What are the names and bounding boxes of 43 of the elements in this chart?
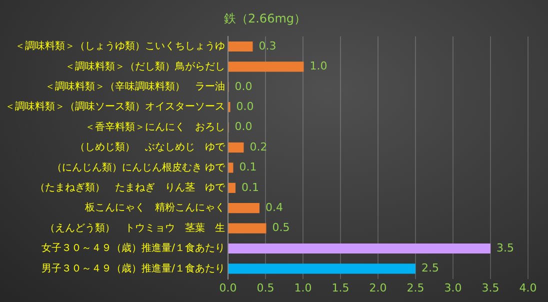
bar xyxy=(228,162,234,173)
data-label: 0.0 xyxy=(234,120,252,134)
data-label: 0.4 xyxy=(266,200,283,214)
y-tick-label: ＜調味料類＞（辛味調味料類） ラー油 xyxy=(45,80,225,92)
y-tick-label: 女子３０～４９（歳）推進量/１食あたり xyxy=(42,242,225,254)
x-tick-label: 2.5 xyxy=(406,281,424,294)
y-tick-label: ＜香辛料類＞にんにく おろし xyxy=(85,120,225,133)
x-tick-label: 3.0 xyxy=(444,281,462,294)
bar xyxy=(228,203,260,214)
x-tick-label: 0.5 xyxy=(256,281,274,294)
x-tick-label: 4.0 xyxy=(519,281,537,294)
x-tick-label: 1.5 xyxy=(332,281,350,294)
data-label: 0.0 xyxy=(236,100,254,113)
bar xyxy=(228,142,244,153)
data-label: 1.0 xyxy=(310,60,328,73)
x-tick-label: 3.5 xyxy=(482,281,500,294)
y-tick-label: 板こんにゃく 精粉こんにゃく xyxy=(84,202,225,214)
y-tick-label: ＜調味料類＞（しょうゆ類）こいくちしょうゆ xyxy=(15,40,225,52)
chart-title: 鉄（2.66mg） xyxy=(224,11,306,26)
data-label: 0.2 xyxy=(250,140,268,154)
x-tick-label: 2.0 xyxy=(369,281,387,294)
x-tick-label: 1.0 xyxy=(294,281,312,294)
data-label: 0.1 xyxy=(239,160,257,174)
y-tick-label: （たまねぎ類） たまねぎ りん茎 ゆで xyxy=(35,181,226,194)
data-label: 0.1 xyxy=(242,180,259,194)
bar xyxy=(228,41,253,52)
data-label: 0.3 xyxy=(258,39,276,52)
bar xyxy=(228,243,490,254)
bar xyxy=(228,182,236,193)
data-label: 2.5 xyxy=(422,262,439,275)
data-label: 0.0 xyxy=(234,80,252,93)
data-label: 0.5 xyxy=(272,221,290,234)
bar xyxy=(228,264,416,274)
y-tick-label: （えんどう類） トウミョウ 茎葉 生 xyxy=(45,222,225,234)
data-label: 3.5 xyxy=(496,241,514,254)
x-tick-label: 0.0 xyxy=(219,281,237,294)
y-tick-label: ＜調味料類＞（調味ソース類）オイスターソース xyxy=(5,100,225,113)
y-tick-label: ＜調味料類＞（だし類）鳥がらだし xyxy=(65,60,225,72)
bar xyxy=(228,62,304,72)
y-tick-label: 男子３０～４９（歳）推進量/１食あたり xyxy=(42,262,225,274)
y-tick-label: （にんじん類）にんじん根皮むき ゆで xyxy=(52,161,226,174)
bar xyxy=(228,223,266,234)
y-tick-label: （しめじ類） ぶなしめじ ゆで xyxy=(75,141,226,154)
